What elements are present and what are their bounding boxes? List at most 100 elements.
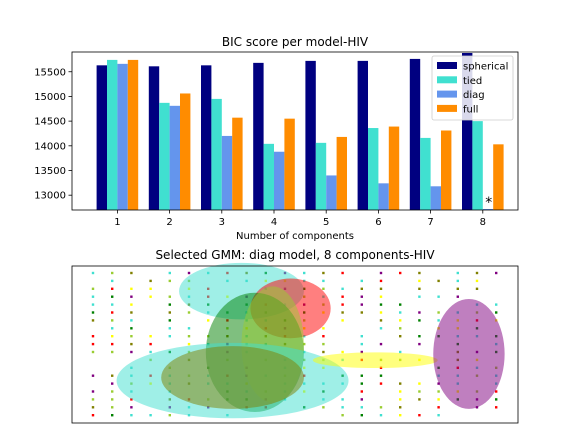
data-point (495, 271, 498, 275)
data-point (399, 390, 402, 393)
data-point (379, 327, 383, 330)
data-point (130, 319, 133, 322)
bar-spherical-4 (253, 62, 264, 210)
data-point (322, 327, 325, 330)
data-point (149, 287, 152, 290)
data-point (418, 382, 421, 385)
data-point (322, 287, 325, 290)
data-point (379, 311, 383, 314)
bar-diag-3 (221, 135, 233, 210)
x-tick-label: 1 (114, 217, 120, 228)
x-tick-label: 4 (271, 217, 277, 228)
x-tick-label: 5 (323, 217, 329, 228)
data-point (360, 295, 363, 298)
data-point (322, 350, 325, 354)
data-point (379, 303, 383, 306)
data-point (495, 390, 498, 393)
data-point (399, 319, 402, 322)
data-point (149, 414, 152, 417)
data-point (341, 295, 344, 298)
data-point (418, 414, 421, 417)
data-point (91, 414, 95, 417)
data-point (399, 303, 402, 306)
data-point (130, 414, 133, 417)
data-point (130, 342, 133, 346)
data-point (360, 287, 363, 290)
data-point (91, 287, 95, 290)
data-point (341, 414, 344, 417)
data-point (187, 271, 191, 275)
data-point (187, 311, 191, 314)
data-point (130, 303, 133, 306)
data-point (360, 382, 363, 385)
data-point (418, 311, 421, 314)
y-tick-label: 15500 (34, 67, 66, 78)
data-point (91, 271, 95, 275)
data-point (341, 319, 344, 322)
data-point (475, 279, 479, 283)
bar-spherical-1 (96, 65, 107, 210)
data-point (399, 271, 402, 275)
x-tick-label: 6 (375, 217, 381, 228)
bar-diag-8 (482, 209, 494, 210)
data-point (91, 390, 95, 393)
data-point (91, 350, 95, 354)
data-point (341, 287, 344, 290)
data-point (149, 295, 152, 298)
bic-bars (96, 52, 504, 211)
data-point (111, 406, 114, 409)
data-point (379, 374, 383, 377)
data-point (187, 335, 191, 338)
x-tick-label: 3 (219, 217, 225, 228)
data-point (379, 279, 383, 283)
data-point (399, 335, 402, 338)
data-point (437, 382, 440, 385)
data-point (91, 374, 95, 377)
bar-spherical-7 (409, 58, 421, 210)
bar-diag-6 (378, 183, 389, 210)
data-point (418, 319, 421, 322)
data-point (91, 335, 95, 338)
data-point (360, 414, 363, 417)
bar-full-3 (232, 117, 243, 210)
data-point (360, 335, 363, 338)
legend-swatch-diag (437, 90, 457, 98)
data-point (379, 342, 383, 346)
data-point (91, 319, 95, 322)
data-point (437, 295, 440, 298)
gmm-component-ellipse-8 (433, 298, 505, 409)
bar-tied-1 (107, 59, 118, 211)
data-point (130, 335, 133, 338)
data-point (360, 398, 363, 401)
legend-label-spherical: spherical (463, 62, 508, 73)
data-point (379, 295, 383, 298)
bar-diag-1 (117, 63, 128, 210)
data-point (379, 414, 383, 417)
data-point (418, 295, 421, 298)
data-point (149, 350, 152, 354)
data-point (111, 374, 114, 377)
data-point (437, 414, 440, 417)
bar-spherical-5 (305, 60, 316, 211)
data-point (91, 311, 95, 314)
data-point (399, 398, 402, 401)
data-point (207, 319, 210, 322)
gmm-component-ellipse-6 (161, 346, 304, 409)
bar-tied-3 (211, 98, 222, 210)
data-point (111, 382, 114, 385)
data-point (399, 350, 402, 354)
bar-spherical-8 (462, 52, 473, 210)
x-tick-label: 2 (166, 217, 172, 228)
data-point (111, 303, 114, 306)
bar-tied-7 (420, 137, 431, 210)
data-point (303, 342, 306, 346)
data-point (111, 350, 114, 354)
data-point (168, 319, 171, 322)
data-point (111, 287, 114, 290)
data-point (187, 327, 191, 330)
data-point (360, 342, 363, 346)
y-tick-label: 13500 (34, 166, 66, 177)
gmm-chart-title: Selected GMM: diag model, 8 components-H… (155, 248, 435, 262)
data-point (399, 327, 402, 330)
data-point (360, 390, 363, 393)
